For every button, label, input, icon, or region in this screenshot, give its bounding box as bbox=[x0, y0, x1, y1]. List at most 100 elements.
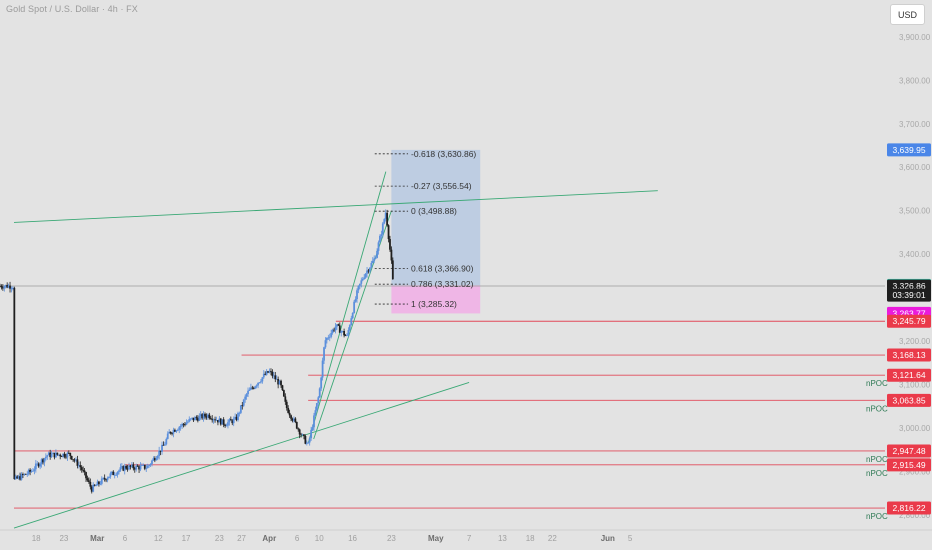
candle-body bbox=[42, 459, 44, 463]
candle-body bbox=[72, 459, 75, 461]
candle-body bbox=[353, 301, 356, 314]
price-label-tag bbox=[887, 368, 931, 382]
x-tick-label: 18 bbox=[526, 534, 535, 543]
fib-level-label: 0 (3,498.88) bbox=[411, 206, 457, 216]
npoc-label: nPOC bbox=[866, 469, 888, 478]
candle-body bbox=[344, 335, 347, 337]
candle-body bbox=[229, 419, 232, 421]
candle-body bbox=[125, 466, 128, 469]
candle-body bbox=[99, 483, 102, 485]
candle-body bbox=[103, 477, 106, 480]
candle-body bbox=[391, 260, 394, 280]
x-axis-ticks: 18 23 Mar 6 12 17 23 27 Apr 6 10 16 23 May 7 13 18 22 Jun 5 bbox=[32, 534, 633, 543]
candle-body bbox=[324, 340, 327, 348]
candle-body bbox=[346, 335, 348, 336]
candle-body bbox=[37, 463, 40, 467]
candle-body bbox=[23, 473, 26, 475]
x-tick-label: 23 bbox=[387, 534, 396, 543]
candle-body bbox=[325, 337, 328, 341]
candle-body bbox=[67, 452, 70, 454]
candle-body bbox=[307, 442, 310, 444]
price-label-text: 03:39:01 bbox=[892, 290, 925, 300]
candle-body bbox=[62, 453, 64, 457]
candle-body bbox=[298, 429, 301, 435]
candle-body bbox=[285, 401, 288, 409]
candle-body bbox=[371, 260, 374, 263]
candle-body bbox=[75, 459, 77, 461]
candle-body bbox=[277, 379, 280, 385]
candle-body bbox=[143, 464, 146, 469]
candle-body bbox=[139, 465, 142, 470]
candle-body bbox=[184, 424, 186, 426]
candle-body bbox=[389, 239, 391, 250]
candle-body bbox=[65, 456, 67, 458]
candle-body bbox=[237, 412, 239, 421]
candle-body bbox=[331, 329, 334, 333]
npoc-labels: nPOC nPOC nPOC nPOC nPOC bbox=[866, 379, 888, 521]
candle-body bbox=[275, 379, 278, 380]
candle-body bbox=[357, 285, 360, 291]
candle-body bbox=[261, 377, 264, 382]
candle-body bbox=[315, 403, 318, 411]
candle-body bbox=[354, 299, 357, 302]
y-tick-label: 3,100.00 bbox=[899, 381, 931, 390]
candle-body bbox=[204, 413, 206, 417]
candle-body bbox=[235, 416, 238, 421]
candle-body bbox=[219, 418, 222, 425]
x-tick-label: Mar bbox=[90, 534, 104, 543]
candle-body bbox=[19, 476, 21, 480]
y-tick-label: 3,900.00 bbox=[899, 33, 931, 42]
candle-body bbox=[181, 423, 183, 427]
x-tick-label: 7 bbox=[467, 534, 472, 543]
candle-body bbox=[26, 473, 29, 475]
candle-body bbox=[291, 418, 294, 421]
price-label-text: 2,816.22 bbox=[892, 503, 925, 513]
candle-body bbox=[262, 373, 265, 378]
candle-body bbox=[251, 387, 254, 389]
currency-button[interactable]: USD bbox=[890, 4, 925, 25]
candle-body bbox=[63, 453, 66, 457]
symbol-title: Gold Spot / U.S. Dollar · 4h · FX bbox=[6, 4, 138, 14]
candle-body bbox=[337, 324, 340, 326]
candle-body bbox=[20, 474, 23, 480]
candle-body bbox=[188, 419, 191, 422]
candle-body bbox=[85, 472, 87, 479]
candle-body bbox=[242, 399, 245, 406]
candle-body bbox=[135, 465, 138, 470]
candle-body bbox=[327, 337, 330, 339]
candle-body bbox=[199, 414, 202, 417]
candle-body bbox=[248, 389, 251, 391]
fib-level-label: -0.618 (3,630.86) bbox=[411, 149, 476, 159]
candle-body bbox=[340, 331, 343, 333]
price-label-text: 3,639.95 bbox=[892, 145, 925, 155]
candle-body bbox=[128, 465, 130, 470]
candle-body bbox=[1, 287, 4, 289]
candle-body bbox=[215, 420, 218, 421]
candle-body bbox=[274, 375, 277, 380]
x-tick-label: May bbox=[428, 534, 444, 543]
candle-body bbox=[191, 417, 194, 419]
candle-body bbox=[95, 485, 97, 487]
candle-body bbox=[206, 414, 209, 418]
fib-level-label: 1 (3,285.32) bbox=[411, 299, 457, 309]
candle-body bbox=[217, 420, 219, 423]
candle-body bbox=[53, 452, 56, 458]
x-tick-label: 27 bbox=[237, 534, 246, 543]
candle-body bbox=[24, 473, 27, 475]
candle-body bbox=[290, 415, 292, 419]
candle-body bbox=[304, 436, 307, 444]
candle-body bbox=[79, 465, 82, 468]
candle-body bbox=[17, 476, 20, 479]
candle-body bbox=[146, 465, 149, 469]
candle-body bbox=[295, 421, 298, 429]
candle-body bbox=[270, 371, 272, 372]
price-label-tag bbox=[887, 444, 931, 458]
price-label-tag bbox=[887, 348, 931, 362]
candle-body bbox=[119, 467, 122, 471]
candle-body bbox=[255, 385, 258, 387]
fib-level-label: 0.786 (3,331.02) bbox=[411, 279, 474, 289]
candle-body bbox=[338, 325, 341, 333]
candle-body bbox=[131, 464, 133, 467]
